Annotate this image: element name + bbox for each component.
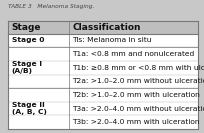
Text: T1b: ≥0.8 mm or <0.8 mm with ulceration: T1b: ≥0.8 mm or <0.8 mm with ulceration xyxy=(73,65,204,71)
Text: T2a: >1.0–2.0 mm without ulceration: T2a: >1.0–2.0 mm without ulceration xyxy=(73,78,204,84)
Text: Stage 0: Stage 0 xyxy=(12,38,44,43)
Text: TABLE 3   Melanoma Staging.: TABLE 3 Melanoma Staging. xyxy=(8,4,94,9)
Text: Stage II
(A, B, C): Stage II (A, B, C) xyxy=(12,102,47,115)
Text: T3b: >2.0–4.0 mm with ulceration: T3b: >2.0–4.0 mm with ulceration xyxy=(73,119,200,125)
Text: T1a: <0.8 mm and nonulcerated: T1a: <0.8 mm and nonulcerated xyxy=(73,51,195,57)
Text: Stage I
(A/B): Stage I (A/B) xyxy=(12,61,42,74)
Text: Classification: Classification xyxy=(73,23,141,32)
Bar xyxy=(8,21,198,129)
Text: Tis: Melanoma in situ: Tis: Melanoma in situ xyxy=(73,38,152,43)
Bar xyxy=(8,21,198,34)
Text: T3a: >2.0–4.0 mm without ulceration: T3a: >2.0–4.0 mm without ulceration xyxy=(73,106,204,112)
Text: Stage: Stage xyxy=(12,23,41,32)
Text: T2b: >1.0–2.0 mm with ulceration: T2b: >1.0–2.0 mm with ulceration xyxy=(73,92,200,98)
